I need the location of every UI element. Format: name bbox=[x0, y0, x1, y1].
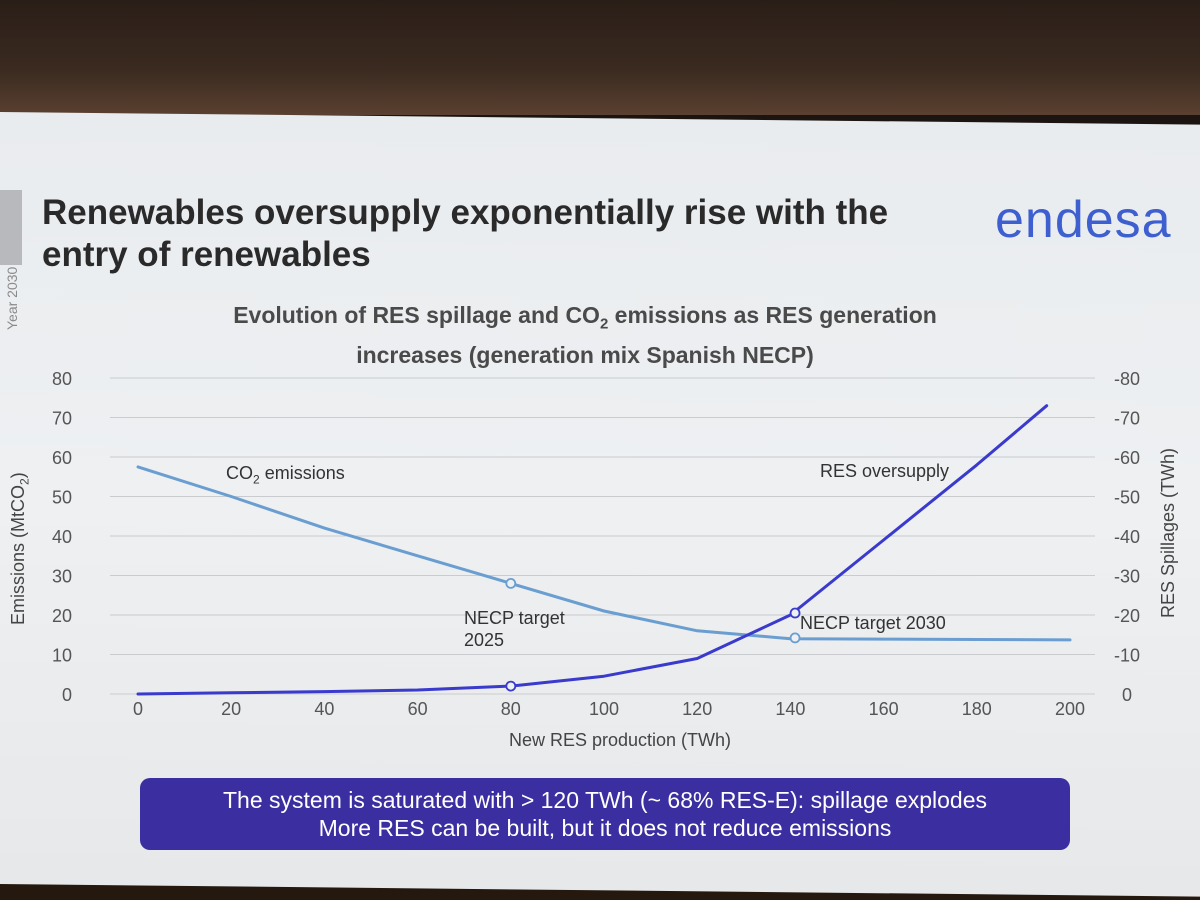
res-oversupply-label: RES oversupply bbox=[820, 461, 950, 481]
y2-tick-label: -10 bbox=[1114, 646, 1140, 666]
res-oversupply-line bbox=[136, 404, 1049, 696]
x-tick-label: 200 bbox=[1055, 699, 1085, 719]
x-tick-label: 100 bbox=[589, 699, 619, 719]
x-tick-label: 120 bbox=[682, 699, 712, 719]
co2-label-prefix: CO bbox=[226, 463, 253, 483]
x-axis-title: New RES production (TWh) bbox=[508, 730, 732, 750]
y-axis-title-right: RES Spillages (TWh) bbox=[1158, 447, 1178, 618]
y2-tick-label: -60 bbox=[1114, 448, 1140, 468]
y-axis-title-left-suffix: ) bbox=[8, 472, 28, 479]
y-tick-label: 20 bbox=[52, 606, 72, 626]
x-tick-label: 40 bbox=[314, 699, 334, 719]
y-tick-label: 40 bbox=[52, 527, 72, 547]
conclusion-banner: The system is saturated with > 120 TWh (… bbox=[140, 778, 1070, 850]
x-tick-label: 160 bbox=[869, 699, 899, 719]
y2-tick-label: -70 bbox=[1114, 409, 1140, 429]
target-marker bbox=[789, 632, 801, 644]
y-tick-label: 0 bbox=[62, 685, 72, 705]
y-tick-label: 30 bbox=[52, 567, 72, 587]
y-tick-label: 10 bbox=[52, 646, 72, 666]
y-tick-label: 60 bbox=[52, 448, 72, 468]
y-axis-title-left-prefix: Emissions (MtCO bbox=[8, 484, 28, 625]
y2-tick-label: 0 bbox=[1122, 685, 1132, 705]
y-tick-label: 50 bbox=[52, 488, 72, 508]
y-tick-label: 80 bbox=[52, 369, 72, 389]
y2-tick-label: -30 bbox=[1114, 567, 1140, 587]
necp-2025-label-line2: 2025 bbox=[464, 630, 505, 650]
y2-tick-label: -20 bbox=[1114, 606, 1140, 626]
banner-line1: The system is saturated with > 120 TWh (… bbox=[222, 787, 988, 813]
y2-tick-label: -80 bbox=[1114, 369, 1140, 389]
chart-title-sub: 2 bbox=[599, 315, 609, 333]
x-tick-label: 80 bbox=[501, 699, 521, 719]
x-tick-label: 140 bbox=[775, 699, 805, 719]
target-marker bbox=[789, 607, 801, 619]
necp-2030-label: NECP target 2030 bbox=[800, 613, 946, 633]
title-accent-bar bbox=[0, 190, 22, 265]
y-tick-label: 70 bbox=[52, 409, 72, 429]
co2-label-suffix: emissions bbox=[259, 463, 345, 483]
co2-emissions-line bbox=[136, 465, 1072, 642]
x-tick-label: 180 bbox=[962, 699, 992, 719]
endesa-logo: endesa bbox=[995, 191, 1172, 249]
x-tick-label: 60 bbox=[408, 699, 428, 719]
x-tick-label: 20 bbox=[221, 699, 241, 719]
target-marker bbox=[505, 578, 517, 589]
chart-title-part1: Evolution of RES spillage and CO bbox=[233, 302, 600, 328]
y-axis-title-left: Emissions (MtCO2) bbox=[8, 472, 32, 625]
necp-2025-label-line1: NECP target bbox=[464, 608, 565, 628]
chart-title-part2: emissions as RES generation bbox=[608, 302, 937, 328]
co2-label-sub: 2 bbox=[253, 472, 260, 487]
co2-series-label: CO2 emissions bbox=[226, 462, 345, 491]
slide-title-line1: Renewables oversupply exponentially rise… bbox=[42, 193, 889, 232]
chart-title: Evolution of RES spillage and CO2 emissi… bbox=[130, 300, 1040, 370]
slide-title-line2: entry of renewables bbox=[42, 235, 371, 274]
chart-title-line2: increases (generation mix Spanish NECP) bbox=[356, 341, 814, 368]
banner-line2: More RES can be built, but it does not r… bbox=[318, 815, 892, 841]
y2-tick-label: -50 bbox=[1114, 488, 1140, 508]
necp-2025-label: NECP target 2025 bbox=[464, 607, 565, 651]
x-tick-label: 0 bbox=[133, 699, 143, 719]
y2-tick-label: -40 bbox=[1114, 527, 1140, 547]
target-marker bbox=[505, 680, 517, 692]
slide-title: Renewables oversupply exponentially rise… bbox=[42, 192, 1002, 276]
y-axis-title-left-sub: 2 bbox=[17, 478, 32, 485]
room-background-top bbox=[0, 0, 1200, 115]
